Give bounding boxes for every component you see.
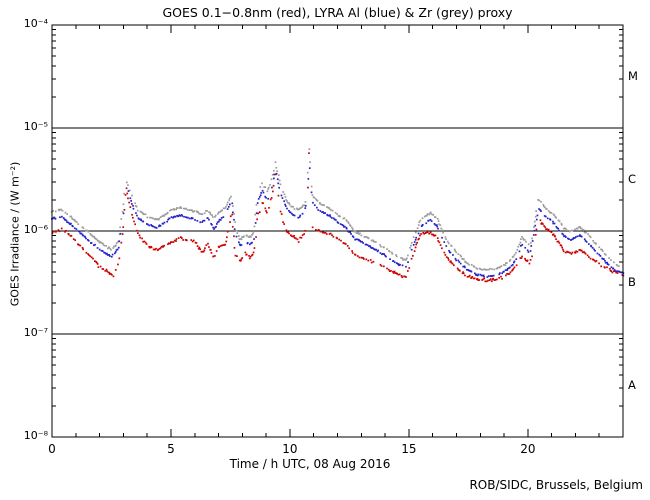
- y-tick-label: 10⁻⁸: [23, 429, 48, 442]
- y-tick-label: 10⁻⁴: [23, 17, 48, 30]
- credit-text: ROB/SIDC, Brussels, Belgium: [469, 478, 643, 492]
- x-tick-label: 0: [48, 442, 56, 456]
- flare-class-label-c: C: [628, 171, 637, 186]
- flare-class-label-a: A: [628, 377, 636, 392]
- y-tick-label: 10⁻⁷: [23, 326, 48, 339]
- x-tick-label: 10: [282, 442, 298, 456]
- flare-class-label-m: M: [628, 68, 638, 83]
- plot-frame: [51, 24, 624, 438]
- x-axis-label: Time / h UTC, 08 Aug 2016: [229, 457, 391, 471]
- y-tick-label: 10⁻⁶: [23, 223, 48, 236]
- flare-class-label-b: B: [628, 274, 636, 289]
- y-tick-label: 10⁻⁵: [23, 120, 48, 133]
- x-tick-label: 5: [167, 442, 175, 456]
- series-grey: [50, 148, 620, 271]
- x-tick-label: 20: [520, 442, 536, 456]
- series-red: [51, 152, 625, 283]
- x-tick-label: 15: [401, 442, 417, 456]
- chart-title: GOES 0.1−0.8nm (red), LYRA Al (blue) & Z…: [162, 5, 513, 20]
- series-blue: [51, 167, 625, 278]
